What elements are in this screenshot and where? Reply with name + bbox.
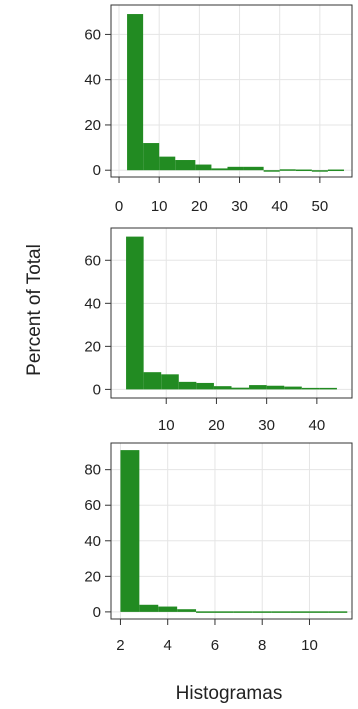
histogram-bar: [139, 604, 159, 612]
histogram-bar: [301, 387, 320, 390]
y-tick-label: 0: [93, 381, 101, 398]
histogram-bar: [178, 381, 197, 390]
y-tick-label: 0: [93, 604, 101, 621]
histogram-bar: [159, 156, 176, 171]
histogram-bar: [263, 170, 280, 172]
y-tick-label: 60: [84, 252, 101, 269]
y-tick-label: 20: [84, 338, 101, 355]
histogram-bar: [295, 169, 312, 172]
histogram-bar: [214, 611, 234, 613]
histogram-bar: [327, 169, 344, 172]
histogram-bar: [231, 387, 250, 390]
histogram-bar: [279, 169, 296, 171]
histogram-bar: [196, 382, 214, 390]
y-tick-label: 40: [84, 295, 101, 312]
histogram-bar: [233, 611, 253, 613]
histogram-bar: [311, 170, 328, 172]
x-tick-label: 10: [151, 198, 168, 215]
x-tick-label: 40: [271, 198, 288, 215]
x-axis-title: Histogramas: [176, 683, 283, 704]
x-tick-label: 10: [158, 417, 175, 434]
histogram-bar: [309, 611, 329, 613]
histogram-bar: [211, 168, 228, 171]
histogram-bar: [143, 143, 160, 171]
x-tick-label: 2: [116, 637, 124, 654]
y-tick-label: 20: [84, 117, 101, 134]
histogram-bar: [126, 236, 144, 390]
x-tick-label: 30: [258, 417, 275, 434]
histogram-bar: [175, 160, 196, 171]
y-tick-label: 40: [84, 72, 101, 89]
histogram-bar: [143, 372, 162, 390]
x-tick-label: 20: [208, 417, 225, 434]
histogram-bar: [177, 609, 197, 612]
y-tick-label: 60: [84, 497, 101, 514]
y-tick-label: 40: [84, 533, 101, 550]
histogram-bar: [319, 387, 337, 390]
x-tick-label: 30: [231, 198, 248, 215]
panel-frame: [110, 4, 353, 178]
histogram-bar: [227, 166, 244, 171]
x-tick-label: 40: [309, 417, 326, 434]
x-tick-label: 4: [164, 637, 172, 654]
histogram-bar: [284, 386, 302, 390]
histogram-bar: [158, 606, 178, 612]
x-tick-label: 6: [211, 637, 219, 654]
histogram-bar: [249, 385, 267, 390]
histogram-panel-2: 0 20 40 60 10 20 30 40: [84, 227, 353, 434]
x-tick-label: 10: [301, 637, 318, 654]
histogram-bar: [290, 611, 310, 613]
histogram-bar: [127, 14, 144, 171]
y-tick-label: 0: [93, 162, 101, 179]
x-tick-label: 20: [191, 198, 208, 215]
x-tick-label: 50: [312, 198, 329, 215]
x-tick-label: 0: [115, 198, 123, 215]
histogram-bar: [161, 374, 179, 390]
histogram-bar: [213, 386, 232, 390]
x-tick-label: 8: [258, 637, 266, 654]
y-tick-label: 80: [84, 462, 101, 479]
histogram-bar: [243, 166, 264, 171]
y-tick-label: 20: [84, 568, 101, 585]
histogram-bar: [196, 611, 215, 613]
y-axis-title: Percent of Total: [24, 244, 45, 376]
histogram-panel-1: 0 20 40 60 0 10 20 30 40 50: [84, 4, 353, 215]
histogram-bar: [266, 385, 285, 390]
histogram-panel-3: 0 20 40 60 80 2 4 6 8 10: [84, 442, 353, 654]
histogram-bar: [120, 450, 140, 612]
histogram-bar: [195, 164, 212, 171]
histogram-bar: [328, 611, 348, 613]
histogram-bar: [271, 611, 291, 613]
y-tick-label: 60: [84, 26, 101, 43]
panel-frame: [110, 442, 353, 620]
panel-frame: [110, 227, 353, 399]
histogram-bar: [252, 611, 272, 613]
